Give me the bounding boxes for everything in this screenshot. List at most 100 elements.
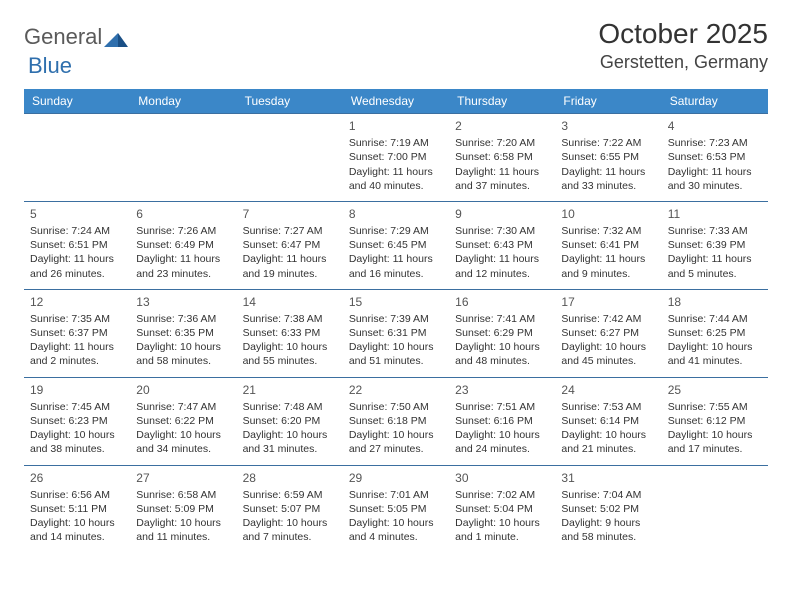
daylight-text: Daylight: 9 hours and 58 minutes.: [561, 516, 655, 544]
calendar-cell: 28Sunrise: 6:59 AMSunset: 5:07 PMDayligh…: [237, 465, 343, 553]
day-number: 28: [243, 470, 337, 486]
dayhead-tue: Tuesday: [237, 89, 343, 113]
calendar-cell: 16Sunrise: 7:41 AMSunset: 6:29 PMDayligh…: [449, 289, 555, 377]
calendar-cell: 21Sunrise: 7:48 AMSunset: 6:20 PMDayligh…: [237, 377, 343, 465]
sunset-text: Sunset: 6:35 PM: [136, 326, 230, 340]
title-block: October 2025 Gerstetten, Germany: [598, 18, 768, 73]
daylight-text: Daylight: 10 hours and 58 minutes.: [136, 340, 230, 368]
sunset-text: Sunset: 6:27 PM: [561, 326, 655, 340]
day-number: 15: [349, 294, 443, 310]
daylight-text: Daylight: 11 hours and 9 minutes.: [561, 252, 655, 280]
daylight-text: Daylight: 11 hours and 19 minutes.: [243, 252, 337, 280]
sunrise-text: Sunrise: 7:53 AM: [561, 400, 655, 414]
calendar-cell: 14Sunrise: 7:38 AMSunset: 6:33 PMDayligh…: [237, 289, 343, 377]
sunset-text: Sunset: 6:18 PM: [349, 414, 443, 428]
daylight-text: Daylight: 10 hours and 38 minutes.: [30, 428, 124, 456]
calendar-cell: 9Sunrise: 7:30 AMSunset: 6:43 PMDaylight…: [449, 201, 555, 289]
calendar-cell: [237, 113, 343, 201]
calendar-cell: 26 Sunrise: 6:56 AMSunset: 5:11 PMDayligh…: [24, 465, 130, 553]
dayhead-sun: Sunday: [24, 89, 130, 113]
sunset-text: Sunset: 6:37 PM: [30, 326, 124, 340]
sunset-text: Sunset: 5:02 PM: [561, 502, 655, 516]
calendar-cell: 2Sunrise: 7:20 AMSunset: 6:58 PMDaylight…: [449, 113, 555, 201]
sunrise-text: Sunrise: 7:23 AM: [668, 136, 762, 150]
sunrise-text: Sunrise: 7:51 AM: [455, 400, 549, 414]
day-number: 19: [30, 382, 124, 398]
calendar-cell: 31Sunrise: 7:04 AMSunset: 5:02 PMDayligh…: [555, 465, 661, 553]
daylight-text: Daylight: 10 hours and 17 minutes.: [668, 428, 762, 456]
sunset-text: Sunset: 5:11 PM: [30, 502, 124, 516]
calendar-cell: 25Sunrise: 7:55 AMSunset: 6:12 PMDayligh…: [662, 377, 768, 465]
daylight-text: Daylight: 10 hours and 14 minutes.: [30, 516, 124, 544]
dayhead-sat: Saturday: [662, 89, 768, 113]
calendar-cell: 8Sunrise: 7:29 AMSunset: 6:45 PMDaylight…: [343, 201, 449, 289]
daylight-text: Daylight: 10 hours and 51 minutes.: [349, 340, 443, 368]
daylight-text: Daylight: 10 hours and 27 minutes.: [349, 428, 443, 456]
daylight-text: Daylight: 11 hours and 16 minutes.: [349, 252, 443, 280]
daylight-text: Daylight: 11 hours and 5 minutes.: [668, 252, 762, 280]
day-number: 29: [349, 470, 443, 486]
day-number: 22: [349, 382, 443, 398]
day-number: 9: [455, 206, 549, 222]
sunrise-text: Sunrise: 6:56 AM: [30, 488, 124, 502]
day-number: 3: [561, 118, 655, 134]
calendar-cell: 12Sunrise: 7:35 AMSunset: 6:37 PMDayligh…: [24, 289, 130, 377]
sunset-text: Sunset: 5:05 PM: [349, 502, 443, 516]
dayhead-fri: Friday: [555, 89, 661, 113]
day-number: 5: [30, 206, 124, 222]
calendar-cell: 4Sunrise: 7:23 AMSunset: 6:53 PMDaylight…: [662, 113, 768, 201]
day-number: 26: [30, 470, 124, 486]
sunset-text: Sunset: 6:29 PM: [455, 326, 549, 340]
dayhead-wed: Wednesday: [343, 89, 449, 113]
sunset-text: Sunset: 5:09 PM: [136, 502, 230, 516]
sunset-text: Sunset: 6:39 PM: [668, 238, 762, 252]
day-number: 25: [668, 382, 762, 398]
calendar-cell: 15Sunrise: 7:39 AMSunset: 6:31 PMDayligh…: [343, 289, 449, 377]
calendar-cell: 27Sunrise: 6:58 AMSunset: 5:09 PMDayligh…: [130, 465, 236, 553]
daylight-text: Daylight: 10 hours and 4 minutes.: [349, 516, 443, 544]
day-number: 16: [455, 294, 549, 310]
daylight-text: Daylight: 11 hours and 40 minutes.: [349, 165, 443, 193]
sunrise-text: Sunrise: 7:55 AM: [668, 400, 762, 414]
sunset-text: Sunset: 6:49 PM: [136, 238, 230, 252]
sunset-text: Sunset: 6:55 PM: [561, 150, 655, 164]
sunrise-text: Sunrise: 7:32 AM: [561, 224, 655, 238]
sunrise-text: Sunrise: 7:27 AM: [243, 224, 337, 238]
location-label: Gerstetten, Germany: [598, 52, 768, 73]
calendar-cell: 13Sunrise: 7:36 AMSunset: 6:35 PMDayligh…: [130, 289, 236, 377]
sunset-text: Sunset: 6:25 PM: [668, 326, 762, 340]
daylight-text: Daylight: 10 hours and 34 minutes.: [136, 428, 230, 456]
calendar-cell: 11Sunrise: 7:33 AMSunset: 6:39 PMDayligh…: [662, 201, 768, 289]
day-number: 1: [349, 118, 443, 134]
daylight-text: Daylight: 10 hours and 24 minutes.: [455, 428, 549, 456]
calendar-cell: 24Sunrise: 7:53 AMSunset: 6:14 PMDayligh…: [555, 377, 661, 465]
sunset-text: Sunset: 5:04 PM: [455, 502, 549, 516]
sunrise-text: Sunrise: 7:47 AM: [136, 400, 230, 414]
sunset-text: Sunset: 6:41 PM: [561, 238, 655, 252]
daylight-text: Daylight: 10 hours and 7 minutes.: [243, 516, 337, 544]
sunrise-text: Sunrise: 7:36 AM: [136, 312, 230, 326]
calendar-cell: 5Sunrise: 7:24 AMSunset: 6:51 PMDaylight…: [24, 201, 130, 289]
calendar-cell: 23Sunrise: 7:51 AMSunset: 6:16 PMDayligh…: [449, 377, 555, 465]
day-number: 20: [136, 382, 230, 398]
calendar-cell: 10Sunrise: 7:32 AMSunset: 6:41 PMDayligh…: [555, 201, 661, 289]
calendar-cell: [24, 113, 130, 201]
sunset-text: Sunset: 7:00 PM: [349, 150, 443, 164]
daylight-text: Daylight: 10 hours and 41 minutes.: [668, 340, 762, 368]
daylight-text: Daylight: 10 hours and 31 minutes.: [243, 428, 337, 456]
calendar-cell: 6Sunrise: 7:26 AMSunset: 6:49 PMDaylight…: [130, 201, 236, 289]
sunset-text: Sunset: 6:45 PM: [349, 238, 443, 252]
calendar-cell: 1Sunrise: 7:19 AMSunset: 7:00 PMDaylight…: [343, 113, 449, 201]
daylight-text: Daylight: 10 hours and 55 minutes.: [243, 340, 337, 368]
calendar-cell: 17Sunrise: 7:42 AMSunset: 6:27 PMDayligh…: [555, 289, 661, 377]
calendar-cell: 19Sunrise: 7:45 AMSunset: 6:23 PMDayligh…: [24, 377, 130, 465]
sunrise-text: Sunrise: 7:24 AM: [30, 224, 124, 238]
calendar-cell: [130, 113, 236, 201]
day-number: 23: [455, 382, 549, 398]
calendar-cell: 22Sunrise: 7:50 AMSunset: 6:18 PMDayligh…: [343, 377, 449, 465]
calendar-grid: Sunday Monday Tuesday Wednesday Thursday…: [24, 89, 768, 552]
sunrise-text: Sunrise: 7:38 AM: [243, 312, 337, 326]
day-number: 7: [243, 206, 337, 222]
sunrise-text: Sunrise: 7:04 AM: [561, 488, 655, 502]
calendar-cell: 29Sunrise: 7:01 AMSunset: 5:05 PMDayligh…: [343, 465, 449, 553]
